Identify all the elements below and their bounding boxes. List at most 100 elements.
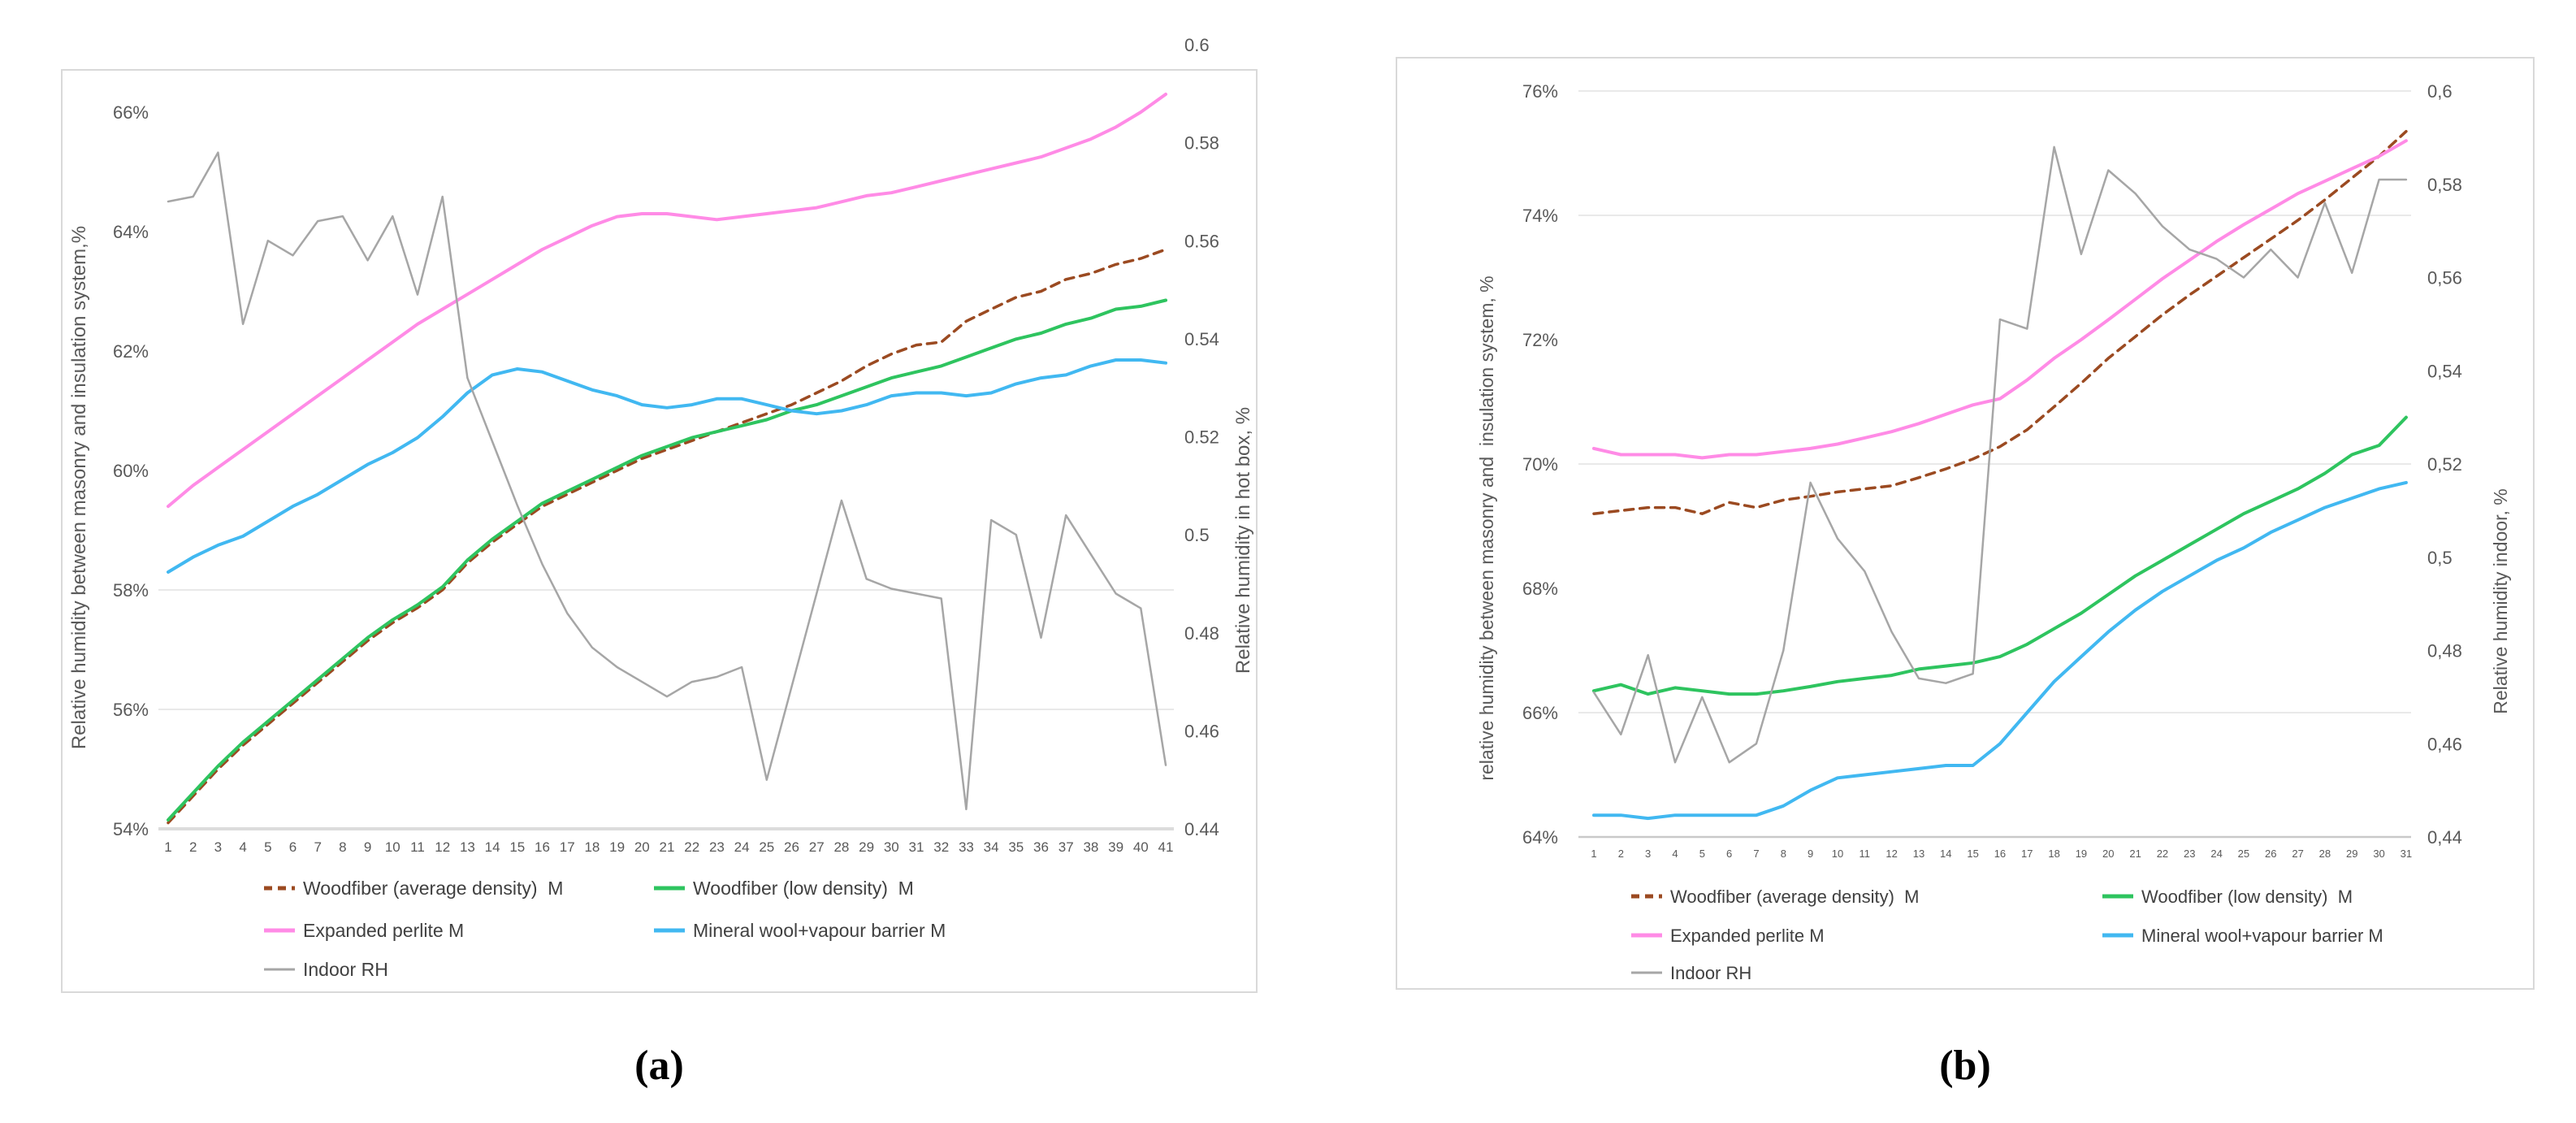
x-axis-tick-label: 19 <box>2076 848 2087 860</box>
x-axis-tick-label: 10 <box>385 839 400 855</box>
x-axis-tick-label: 26 <box>2265 848 2276 860</box>
left-axis-tick-label: 60% <box>113 461 149 481</box>
x-axis-tick-label: 37 <box>1059 839 1074 855</box>
x-axis-tick-label: 34 <box>984 839 999 855</box>
x-axis-tick-label: 35 <box>1008 839 1024 855</box>
x-axis-tick-label: 24 <box>734 839 750 855</box>
x-axis-tick-label: 8 <box>339 839 346 855</box>
right-axis-tick-label: 0.6 <box>1184 35 1210 55</box>
left-axis-tick-label: 68% <box>1522 579 1558 599</box>
series-indoor-rh <box>1592 145 2408 764</box>
legend-item-mineral-wool-vapour-barrier: Mineral wool+vapour barrier M <box>2102 926 2383 946</box>
series-mineral-wool-vapour-barrier <box>167 358 1167 574</box>
x-axis-tick-label: 11 <box>1859 848 1871 860</box>
x-axis-tick-label: 22 <box>684 839 699 855</box>
x-axis-tick-label: 29 <box>859 839 874 855</box>
x-axis-tick-label: 31 <box>2401 848 2412 860</box>
x-axis-tick-label: 18 <box>2048 848 2059 860</box>
left-axis-tick-label: 54% <box>113 819 149 839</box>
chart-panel-b <box>1396 57 2535 990</box>
x-axis-tick-label: 7 <box>1753 848 1759 860</box>
left-axis-tick-label: 56% <box>113 700 149 720</box>
left-axis-tick-label: 76% <box>1522 81 1558 102</box>
x-axis-tick-label: 23 <box>2184 848 2195 860</box>
series-mineral-wool-vapour-barrier <box>1592 480 2408 821</box>
x-axis-tick-label: 31 <box>909 839 924 855</box>
x-axis-tick-label: 6 <box>1726 848 1732 860</box>
x-axis-tick-label: 21 <box>660 839 675 855</box>
left-axis-tick-label: 58% <box>113 580 149 601</box>
right-axis-tick-label: 0.44 <box>1184 819 1219 839</box>
legend-item-indoor-rh: Indoor RH <box>1631 963 1751 983</box>
series-expanded-perlite <box>167 93 1167 509</box>
x-axis-tick-label: 39 <box>1108 839 1123 855</box>
x-axis-tick-label: 33 <box>959 839 974 855</box>
legend-item-indoor-rh: Indoor RH <box>264 959 388 980</box>
x-axis-tick-label: 24 <box>2210 848 2222 860</box>
right-axis-tick-label: 0,54 <box>2427 361 2462 381</box>
right-axis-tick-label: 0,52 <box>2427 454 2462 475</box>
right-axis-tick-label: 0.46 <box>1184 721 1219 741</box>
x-axis-tick-label: 16 <box>1994 848 2006 860</box>
series-indoor-rh <box>167 151 1167 811</box>
legend-item-expanded-perlite: Expanded perlite M <box>1631 926 1825 946</box>
series-woodfiber-low-density <box>1592 415 2408 696</box>
x-axis-tick-label: 20 <box>2102 848 2114 860</box>
right-axis-tick-label: 0,48 <box>2427 641 2462 661</box>
x-axis-tick-label: 1 <box>164 839 171 855</box>
x-axis-tick-label: 30 <box>2373 848 2384 860</box>
x-axis-tick-label: 13 <box>460 839 475 855</box>
right-axis-tick-label: 0.48 <box>1184 623 1219 644</box>
left-axis-tick-label: 72% <box>1522 330 1558 350</box>
legend-label-woodfiber-average-density: Woodfiber (average density) M <box>1670 887 1920 907</box>
x-axis-tick-label: 2 <box>189 839 197 855</box>
x-axis-tick-label: 38 <box>1083 839 1098 855</box>
left-axis-tick-label: 74% <box>1522 206 1558 226</box>
left-axis-tick-label: 64% <box>1522 827 1558 848</box>
left-axis-tick-label: 70% <box>1522 454 1558 475</box>
legend-label-woodfiber-low-density: Woodfiber (low density) M <box>2141 887 2353 907</box>
x-axis-tick-label: 7 <box>314 839 321 855</box>
x-axis-tick-label: 11 <box>410 839 425 855</box>
x-axis-tick-label: 3 <box>1645 848 1651 860</box>
legend-item-woodfiber-average-density: Woodfiber (average density) M <box>1631 887 1920 907</box>
right-axis-tick-label: 0.56 <box>1184 231 1219 251</box>
caption-a: (a) <box>634 1043 684 1089</box>
chart-b: 76%74%72%70%68%66%64%0,60,580,560,540,52… <box>1476 81 2511 983</box>
right-axis-tick-label: 0.52 <box>1184 427 1219 448</box>
x-axis-tick-label: 10 <box>1832 848 1843 860</box>
x-axis-tick-label: 27 <box>2292 848 2303 860</box>
x-axis-tick-label: 29 <box>2346 848 2357 860</box>
legend-label-woodfiber-average-density: Woodfiber (average density) M <box>303 878 563 899</box>
legend-item-woodfiber-low-density: Woodfiber (low density) M <box>654 878 914 899</box>
legend-label-mineral-wool-vapour-barrier: Mineral wool+vapour barrier M <box>693 920 946 941</box>
x-axis-tick-label: 26 <box>784 839 799 855</box>
series-expanded-perlite <box>1592 139 2408 460</box>
series-woodfiber-average-density <box>167 248 1167 825</box>
x-axis-tick-label: 23 <box>709 839 725 855</box>
legend-label-woodfiber-low-density: Woodfiber (low density) M <box>693 878 914 899</box>
x-axis-tick-label: 40 <box>1133 839 1149 855</box>
x-axis-tick-label: 17 <box>2021 848 2033 860</box>
legend-item-woodfiber-average-density: Woodfiber (average density) M <box>264 878 563 899</box>
left-axis-tick-label: 66% <box>113 102 149 123</box>
chart-a: 66%64%62%60%58%56%54%0.60.580.560.540.52… <box>68 35 1254 980</box>
x-axis-tick-label: 28 <box>833 839 849 855</box>
left-axis-tick-label: 62% <box>113 341 149 362</box>
right-axis-tick-label: 0.54 <box>1184 329 1219 349</box>
x-axis-tick-label: 18 <box>584 839 600 855</box>
legend-label-indoor-rh: Indoor RH <box>1670 963 1751 983</box>
x-axis-tick-label: 32 <box>933 839 949 855</box>
right-axis-tick-label: 0,56 <box>2427 268 2462 288</box>
x-axis-tick-label: 9 <box>364 839 371 855</box>
x-axis-tick-label: 41 <box>1158 839 1174 855</box>
left-axis-tick-label: 66% <box>1522 703 1558 723</box>
x-axis-tick-label: 12 <box>435 839 450 855</box>
legend-label-expanded-perlite: Expanded perlite M <box>303 920 464 941</box>
legend-item-expanded-perlite: Expanded perlite M <box>264 920 464 941</box>
x-axis-tick-label: 19 <box>609 839 625 855</box>
left-axis-title: Relative humidity between masonry and in… <box>68 226 90 749</box>
right-axis-tick-label: 0,6 <box>2427 81 2453 102</box>
